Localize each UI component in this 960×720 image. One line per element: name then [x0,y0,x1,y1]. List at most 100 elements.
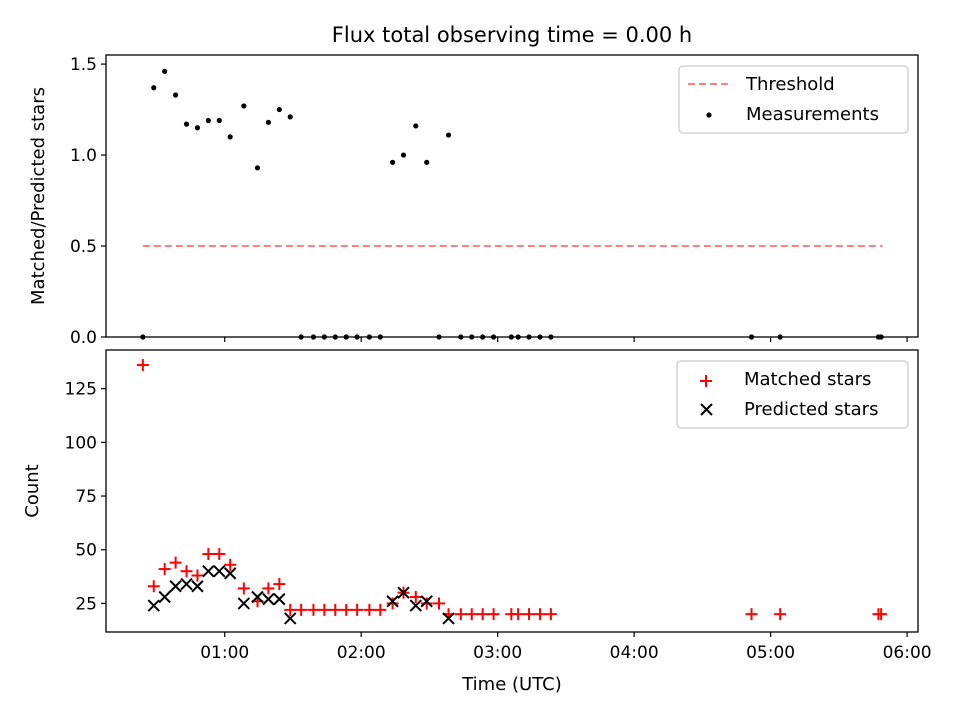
bottom-legend-box [676,360,909,429]
bottom-x-tick-label: 05:00 [746,643,795,663]
bottom-x-tick-label: 03:00 [473,643,522,663]
predicted-star-marker [442,612,455,625]
matched-star-marker [512,608,525,621]
matched-star-marker [476,608,489,621]
matched-star-marker [875,608,888,621]
measurement-point [183,121,190,127]
matched-star-marker [351,603,364,616]
measurement-point [241,103,247,109]
top-y-tick-label: 1.0 [70,146,97,166]
predicted-star-marker [284,612,297,625]
predicted-star-marker [213,565,226,578]
predicted-star-marker [180,577,193,591]
predicted-star-marker [202,565,215,578]
matched-star-marker [374,603,387,616]
predicted-stars-points [147,565,455,625]
matched-stars-legend-label: Matched stars [744,369,871,390]
matched-star-marker [273,578,286,591]
predicted-star-marker [386,595,399,608]
matched-star-marker [420,597,433,610]
top-y-ticks: 0.0 0.5 1.0 1.5 [70,55,106,348]
measurement-point [389,159,396,165]
bottom-panel: 25 50 75 100 125 01:00 02:00 03:00 04:00 05:00 06… [22,349,932,695]
matched-star-marker [147,580,160,593]
top-y-tick-label: 1.5 [70,55,97,75]
bottom-legend: Matched stars Predicted stars [676,360,909,429]
bottom-x-tick-label: 01:00 [200,643,249,663]
top-legend-box [678,65,909,134]
top-x-ticks [224,337,908,342]
threshold-legend-label: Threshold [745,74,835,95]
bottom-x-tick-label: 02:00 [337,643,386,663]
matched-star-marker [237,582,250,595]
measurements-legend-label: Measurements [746,104,879,125]
top-legend: Threshold Measurements [678,65,909,134]
predicted-star-marker [273,592,286,606]
matched-star-marker [262,582,275,595]
predicted-star-marker [147,599,160,612]
matched-star-marker [213,548,226,561]
bottom-y-tick-label: 125 [65,380,97,400]
bottom-y-tick-label: 100 [65,433,97,453]
measurement-point [424,159,430,165]
top-panel: 0.0 0.5 1.0 1.5 Matched/Predicted stars Thr… [28,54,919,348]
matched-star-marker [202,548,215,561]
measurement-point [413,123,419,129]
measurement-point [151,85,157,91]
bottom-y-ticks: 25 50 75 100 125 [65,380,106,614]
matched-star-marker [318,603,331,616]
matched-star-marker [307,603,320,616]
matched-star-marker [295,603,308,616]
measurement-point [400,152,407,158]
predicted-star-marker [251,590,264,604]
matched-star-marker [774,608,787,621]
measurement-point [227,134,233,140]
bottom-x-ticks: 01:00 02:00 03:00 04:00 05:00 06:00 [200,632,932,663]
predicted-star-marker [191,580,204,593]
predicted-star-marker [158,590,171,604]
predicted-stars-legend-label: Predicted stars [744,399,878,420]
matched-star-marker [169,556,182,569]
matched-star-marker [465,608,478,621]
matched-star-marker [180,565,193,578]
bottom-y-tick-label: 75 [75,487,97,507]
bottom-x-axis-label: Time (UTC) [461,674,562,695]
predicted-star-marker [237,597,251,610]
top-y-axis-label: Matched/Predicted stars [28,87,49,305]
predicted-star-marker [420,595,433,608]
predicted-star-marker [409,599,422,612]
measurement-point [194,125,201,131]
predicted-star-marker [397,586,410,599]
measurement-point [276,106,282,113]
bottom-x-tick-label: 04:00 [610,643,659,663]
matched-star-marker [533,608,546,621]
measurement-point [445,132,452,138]
matched-star-marker [363,603,376,616]
measurement-point [287,114,293,120]
matched-star-marker [224,558,237,571]
measurement-point [216,117,222,124]
predicted-star-marker [169,580,182,593]
top-y-tick-label: 0.0 [70,328,97,348]
top-plot-frame [105,54,919,338]
matched-stars-legend-swatch [700,375,712,387]
bottom-x-tick-label: 06:00 [883,643,932,663]
matched-star-marker [136,359,149,372]
matched-star-marker [454,608,467,621]
matched-star-marker [544,608,557,621]
matched-star-marker [523,608,536,621]
measurement-point [254,165,261,171]
measurement-point [162,68,168,74]
predicted-stars-legend-swatch [700,403,713,416]
matched-star-marker [329,603,342,616]
bottom-plot-frame [105,349,919,633]
measurement-point [265,119,271,125]
matched-star-marker [487,608,500,621]
measurements-legend-swatch [706,112,712,118]
matched-star-marker [284,603,297,616]
matched-star-marker [191,569,204,582]
top-y-tick-label: 0.5 [70,237,97,257]
measurement-point [173,92,179,98]
matched-star-marker [745,608,758,621]
